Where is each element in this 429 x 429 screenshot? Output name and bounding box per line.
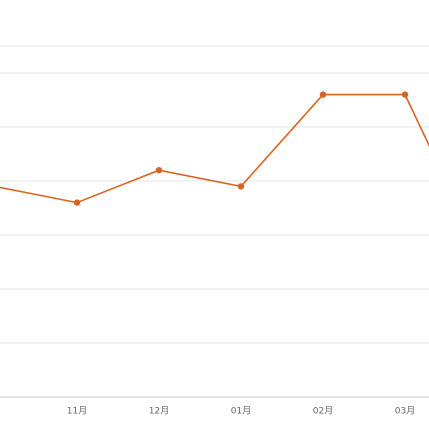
data-point — [73, 199, 81, 206]
x-tick-label: 03月 — [395, 406, 415, 417]
x-tick-label: 02月 — [313, 406, 333, 417]
data-point — [401, 91, 409, 98]
data-point — [319, 91, 327, 98]
data-point — [237, 183, 245, 190]
data-point — [155, 167, 163, 174]
x-tick-label: 12月 — [149, 406, 169, 417]
x-tick-label: 01月 — [231, 406, 251, 417]
x-tick-label: 11月 — [67, 406, 87, 417]
